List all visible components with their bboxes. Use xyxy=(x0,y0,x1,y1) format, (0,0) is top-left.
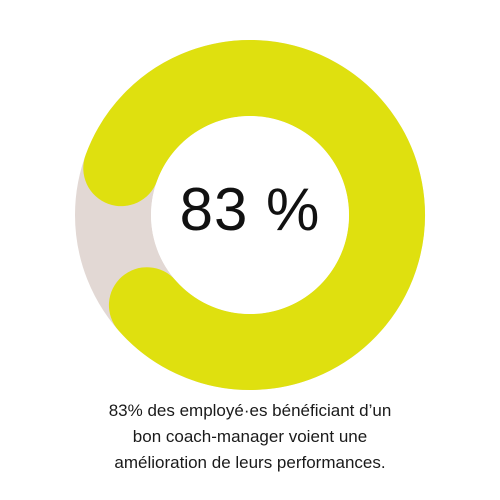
donut-value-arc xyxy=(83,40,425,390)
caption-line-2: bon coach-manager voient une xyxy=(132,427,368,446)
donut-chart: 83 % xyxy=(75,40,425,390)
donut-svg xyxy=(75,40,425,390)
caption-line-1: 83% des employé·es bénéficiant d’un xyxy=(108,401,392,420)
caption-line-3: amélioration de leurs performances. xyxy=(114,453,386,472)
center-percentage-label: 83 % xyxy=(179,176,321,243)
donut-hole xyxy=(151,116,349,314)
caption: 83% des employé·es bénéficiant d’un bon … xyxy=(40,398,460,476)
